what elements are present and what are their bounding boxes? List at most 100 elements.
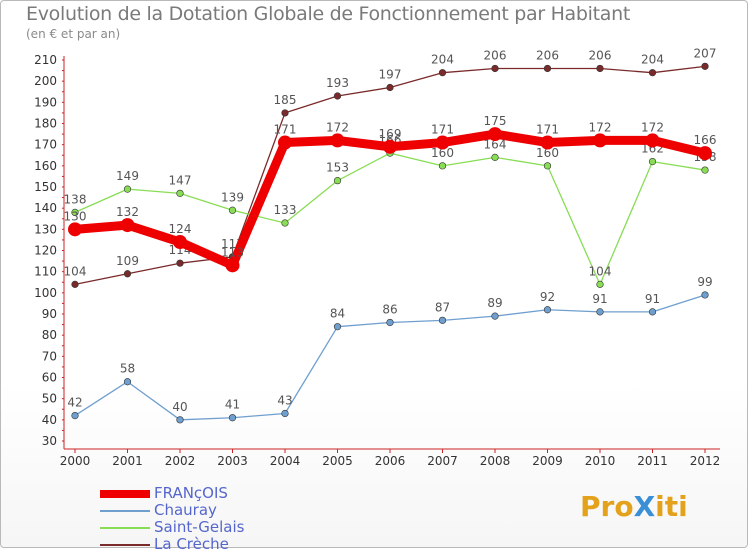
x-tick-label: 2009 — [532, 454, 563, 468]
data-label-fran-ois: 124 — [169, 222, 192, 236]
y-tick-label: 70 — [42, 349, 57, 363]
data-label-saint-gelais: 160 — [536, 146, 559, 160]
data-label-la-cr-che: 206 — [589, 48, 612, 62]
y-tick-label: 80 — [42, 328, 57, 342]
y-tick-label: 200 — [34, 74, 57, 88]
legend-item-la-cr-che: La Crèche — [100, 535, 360, 553]
data-point-chauray — [596, 308, 604, 316]
data-label-saint-gelais: 104 — [589, 264, 612, 278]
data-point-chauray — [438, 316, 447, 324]
y-tick-label: 190 — [34, 95, 57, 109]
data-point-chauray — [701, 291, 709, 299]
legend-label-fran-ois: FRANçOIS — [154, 484, 228, 502]
x-tick-label: 2002 — [165, 454, 196, 468]
data-label-fran-ois: 171 — [431, 123, 454, 137]
legend-item-fran-ois: FRANçOIS — [100, 484, 360, 502]
y-tick-label: 180 — [34, 117, 57, 131]
data-label-la-cr-che: 193 — [326, 76, 349, 90]
data-label-la-cr-che: 204 — [641, 53, 664, 67]
y-tick-label: 140 — [34, 201, 57, 215]
data-point-fran-ois — [488, 127, 502, 142]
y-tick-label: 100 — [34, 286, 57, 300]
data-point-chauray — [123, 378, 132, 386]
data-point-saint-gelais — [543, 162, 552, 170]
data-label-chauray: 92 — [540, 290, 555, 304]
legend-label-chauray: Chauray — [154, 501, 217, 519]
data-point-la-cr-che — [71, 280, 79, 288]
data-point-saint-gelais — [648, 158, 657, 166]
x-tick-label: 2004 — [270, 454, 301, 468]
y-tick-label: 50 — [42, 392, 57, 406]
y-tick-label: 170 — [34, 138, 57, 152]
line-chart: 30 40 50 60 70 80 90 100 110 120 130 140 150 160 170 18… — [34, 46, 721, 468]
data-point-la-cr-che — [543, 64, 552, 73]
legend-swatch-saint-gelais — [100, 527, 150, 529]
data-label-la-cr-che: 206 — [484, 48, 507, 62]
x-tick-label: 2007 — [427, 454, 458, 468]
data-label-saint-gelais: 149 — [116, 169, 139, 183]
data-label-fran-ois: 171 — [274, 123, 297, 137]
data-point-chauray — [386, 318, 394, 327]
y-tick-label: 210 — [34, 53, 57, 67]
x-tick-label: 2010 — [585, 454, 616, 468]
data-label-saint-gelais: 147 — [169, 173, 192, 187]
data-label-fran-ois: 113 — [221, 245, 244, 259]
x-tick-label: 2003 — [217, 454, 248, 468]
data-label-chauray: 42 — [67, 396, 82, 410]
data-point-fran-ois — [593, 133, 607, 148]
data-point-la-cr-che — [386, 83, 394, 92]
x-tick-label: 2011 — [637, 454, 668, 468]
data-point-chauray — [543, 306, 552, 314]
data-label-fran-ois: 175 — [484, 114, 507, 128]
data-label-fran-ois: 171 — [536, 123, 559, 137]
data-point-fran-ois — [225, 258, 240, 273]
legend-swatch-la-cr-che — [100, 544, 150, 546]
data-point-la-cr-che — [596, 64, 604, 73]
legend-item-saint-gelais: Saint-Gelais — [100, 518, 360, 536]
proxiti-logo: ProXiti — [580, 490, 688, 523]
legend-item-chauray: Chauray — [100, 501, 360, 519]
data-label-saint-gelais: 164 — [484, 137, 507, 151]
data-label-fran-ois: 172 — [326, 120, 349, 134]
logo-text-start: Pro — [580, 490, 634, 523]
data-point-fran-ois — [435, 135, 450, 150]
data-point-saint-gelais — [228, 206, 237, 214]
data-point-fran-ois — [698, 146, 712, 161]
data-point-fran-ois — [330, 133, 345, 148]
data-label-chauray: 41 — [225, 398, 240, 412]
data-label-fran-ois: 169 — [379, 127, 402, 141]
data-label-fran-ois: 166 — [694, 133, 717, 147]
chart-subtitle: (en € et par an) — [26, 27, 121, 41]
data-point-chauray — [648, 308, 657, 316]
y-tick-label: 90 — [42, 307, 57, 321]
chart-title: Evolution de la Dotation Globale de Fonc… — [26, 3, 631, 25]
data-point-fran-ois — [383, 139, 397, 154]
data-point-la-cr-che — [123, 270, 132, 278]
data-label-fran-ois: 132 — [116, 205, 139, 219]
data-point-la-cr-che — [648, 69, 657, 77]
data-label-la-cr-che: 104 — [64, 264, 87, 278]
data-label-la-cr-che: 109 — [116, 254, 139, 268]
data-point-chauray — [281, 409, 289, 418]
y-tick-label: 150 — [34, 180, 57, 194]
data-point-chauray — [228, 414, 237, 422]
x-tick-label: 2012 — [690, 454, 721, 468]
x-tick-label: 2000 — [60, 454, 91, 468]
data-point-la-cr-che — [176, 259, 184, 267]
data-point-saint-gelais — [701, 166, 709, 174]
data-point-la-cr-che — [333, 92, 342, 100]
data-label-fran-ois: 130 — [64, 209, 87, 223]
data-label-la-cr-che: 207 — [694, 46, 717, 60]
data-point-chauray — [491, 312, 499, 320]
data-label-la-cr-che: 204 — [431, 53, 454, 67]
data-point-fran-ois — [645, 133, 660, 148]
data-label-chauray: 43 — [277, 393, 292, 407]
data-point-la-cr-che — [491, 64, 499, 73]
y-tick-label: 160 — [34, 159, 57, 173]
data-label-fran-ois: 172 — [641, 120, 664, 134]
data-point-saint-gelais — [491, 153, 499, 161]
data-label-chauray: 87 — [435, 300, 450, 314]
data-point-la-cr-che — [438, 69, 447, 77]
data-label-saint-gelais: 160 — [431, 146, 454, 160]
legend-label-saint-gelais: Saint-Gelais — [154, 518, 245, 536]
